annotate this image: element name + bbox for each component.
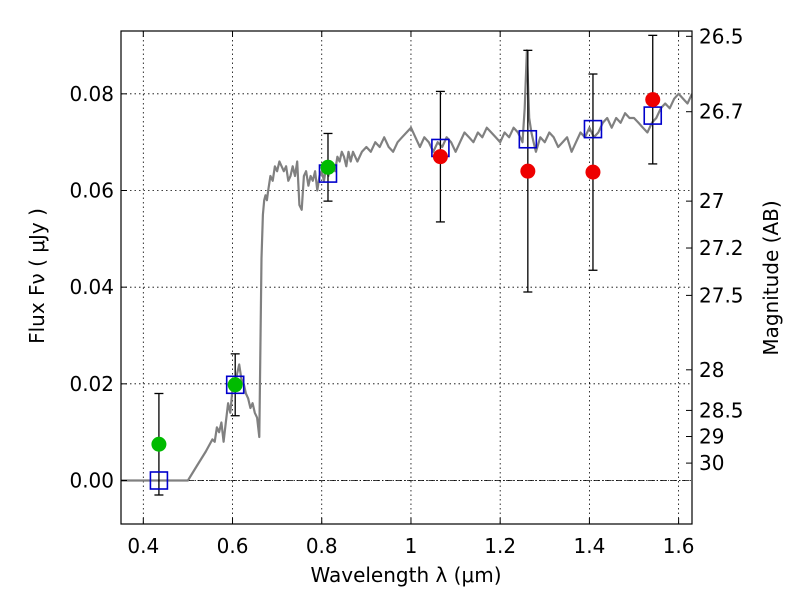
x-tick-label: 0.4 [127,534,159,558]
y-axis-label: Flux Fν ( μJy ) [25,208,49,344]
y2-tick-label: 28 [699,358,724,382]
grid [121,31,692,524]
x-tick-label: 1.6 [663,534,695,558]
model-photometry-square [225,375,245,395]
ticks: 0.4 0.6 0.8 1 1.2 1.4 1.6 0.00 0.02 0.04 0.06 0.08 2… [69,24,743,558]
model-photometry-square [583,119,603,139]
plot-area [121,34,692,496]
x-tick-label: 1 [405,534,418,558]
x-tick-label: 0.6 [217,534,249,558]
observed-flux-point [645,92,661,108]
x-tick-label: 0.8 [306,534,338,558]
observed-flux-point [320,159,336,175]
y2-tick-label: 30 [699,451,724,475]
model-photometry-square [518,129,538,149]
y2-tick-label: 29 [699,425,724,449]
y2-tick-label: 26.5 [699,24,744,48]
y2-tick-label: 27 [699,189,724,213]
observed-flux-point [151,436,167,452]
y-tick-label: 0.04 [69,275,114,299]
observed-flux-point [432,149,448,165]
y2-axis-label: Magnitude (AB) [759,200,783,355]
x-tick-label: 1.4 [573,534,605,558]
observed-flux-point [227,377,243,393]
y-tick-label: 0.08 [69,82,114,106]
x-axis-label: Wavelength λ (μm) [310,563,501,587]
y2-tick-label: 27.2 [699,236,744,260]
model-sed-line [121,49,692,482]
model-photometry-square [149,471,169,490]
y-tick-label: 0.02 [69,372,114,396]
plot-frame [120,30,693,525]
observed-flux-point [585,164,601,180]
y2-tick-label: 26.7 [699,100,744,124]
y-tick-label: 0.06 [69,179,114,203]
y-tick-label: 0.00 [69,469,114,493]
observed-flux-point [520,163,536,179]
y2-tick-label: 27.5 [699,283,744,307]
x-tick-label: 1.2 [484,534,516,558]
y2-tick-label: 28.5 [699,398,744,422]
